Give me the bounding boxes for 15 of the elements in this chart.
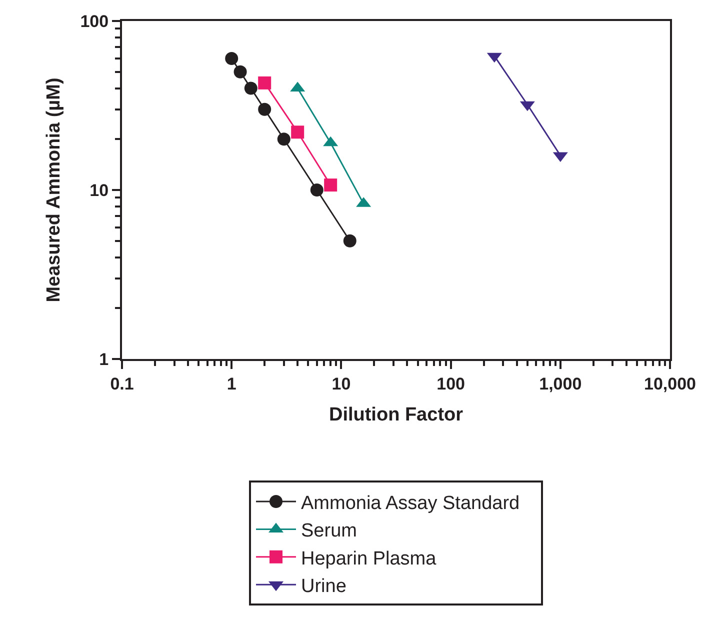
x-tick-label: 10,000 <box>644 374 696 394</box>
y-tick-label: 100 <box>80 12 109 31</box>
y-tick-label: 10 <box>90 180 109 200</box>
legend-label: Urine <box>301 576 346 598</box>
x-tick-label: 1,000 <box>539 374 582 394</box>
legend-label: Heparin Plasma <box>301 548 437 570</box>
x-tick-label: 0.1 <box>110 374 134 394</box>
x-tick-label: 10 <box>332 374 351 394</box>
x-tick-label: 1 <box>226 374 236 394</box>
y-axis-title: Measured Ammonia (µM) <box>44 78 65 302</box>
legend-label: Ammonia Assay Standard <box>301 492 520 514</box>
legend-label: Serum <box>301 520 357 542</box>
x-axis-title: Dilution Factor <box>328 404 464 426</box>
y-tick-label: 1 <box>99 350 109 369</box>
x-tick-label: 100 <box>436 374 465 394</box>
